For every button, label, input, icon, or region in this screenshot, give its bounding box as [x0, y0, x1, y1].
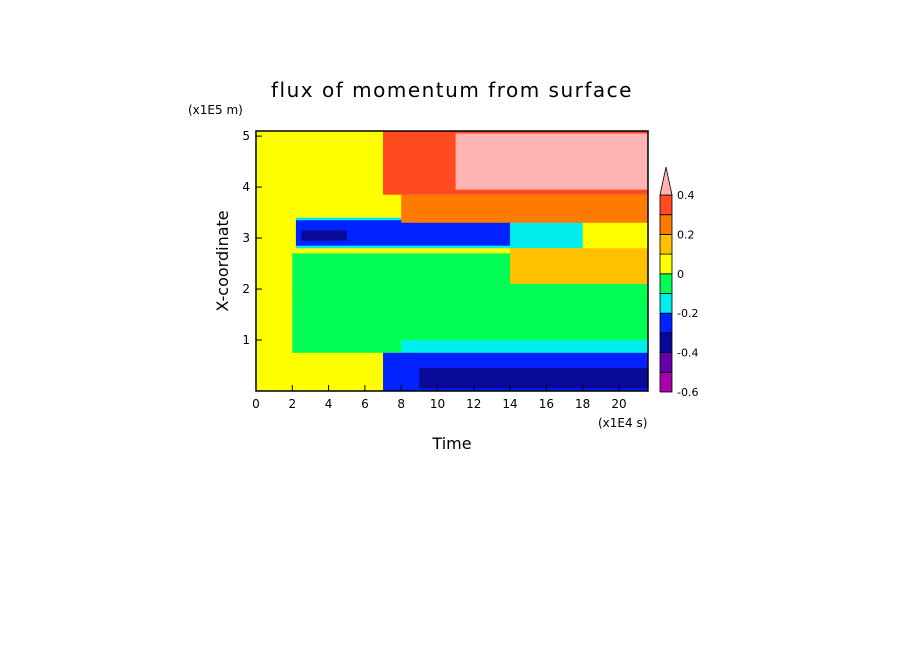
- region-upper-dark-blue-core: [301, 230, 347, 241]
- y-tick-label: 5: [242, 129, 250, 143]
- colorbar-tick-label: 0: [677, 268, 684, 281]
- x-tick-label: 6: [361, 397, 369, 411]
- x-tick-label: 18: [575, 397, 590, 411]
- colorbar-segment: [659, 293, 673, 314]
- colorbar-segment: [659, 214, 673, 235]
- colorbar-segment: [659, 352, 673, 373]
- x-tick-label: 0: [252, 397, 260, 411]
- colorbar-tick-label: -0.2: [677, 307, 698, 320]
- y-tick-label: 4: [242, 180, 250, 194]
- x-tick-label: 16: [539, 397, 554, 411]
- colorbar-segment: [659, 233, 673, 255]
- x-tick-label: 14: [502, 397, 517, 411]
- y-tick-label: 1: [242, 333, 250, 347]
- colorbar: -0.6 -0.4 -0.2 0 0.2 0.4: [659, 166, 698, 399]
- colorbar-extend-arrow: [659, 166, 673, 196]
- y-unit-label: (x1E5 m): [188, 103, 243, 117]
- region-top-orange: [401, 194, 648, 223]
- x-axis-label: Time: [431, 434, 471, 453]
- colorbar-segment: [659, 332, 673, 353]
- plot-frame: [255, 130, 649, 392]
- colorbar-segment: [659, 371, 673, 393]
- y-tick-label: 3: [242, 231, 250, 245]
- colorbar-tick-label: -0.6: [677, 386, 698, 399]
- region-right-orange-mid: [510, 248, 648, 284]
- x-tick-label: 20: [611, 397, 626, 411]
- colorbar-tick-label: 0.4: [677, 189, 695, 202]
- colorbar-segment: [659, 312, 673, 334]
- colorbar-segment: [659, 273, 673, 294]
- x-tick-label: 12: [466, 397, 481, 411]
- region-lower-dark-blue-band: [419, 368, 648, 389]
- region-lower-cyan: [401, 340, 648, 353]
- x-axis: 0 2 4 6 8 10 12 14 16 18 20: [252, 385, 627, 411]
- x-tick-label: 8: [397, 397, 405, 411]
- plot-area: [256, 131, 648, 391]
- y-axis-label: X-coordinate: [213, 210, 232, 311]
- x-unit-label: (x1E4 s): [598, 416, 647, 430]
- chart-title: flux of momentum from surface: [271, 78, 633, 102]
- x-tick-label: 2: [288, 397, 296, 411]
- x-tick-label: 10: [430, 397, 445, 411]
- colorbar-segment: [659, 194, 673, 216]
- colorbar-segment: [659, 253, 673, 275]
- colorbar-tick-label: -0.4: [677, 347, 698, 360]
- colorbar-tick-label: 0.2: [677, 228, 695, 241]
- region-top-pink: [455, 133, 648, 190]
- y-axis: 1 2 3 4 5: [242, 129, 262, 347]
- x-tick-label: 4: [325, 397, 333, 411]
- y-tick-label: 2: [242, 282, 250, 296]
